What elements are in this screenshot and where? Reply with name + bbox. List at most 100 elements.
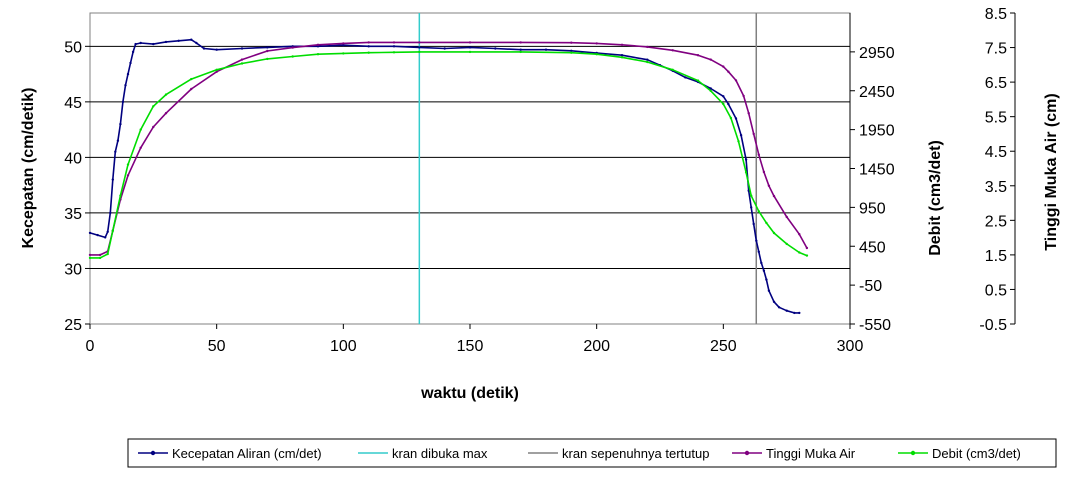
legend: Kecepatan Aliran (cm/det) kran dibuka max… (127, 438, 1057, 468)
series-1-point (418, 46, 421, 49)
series-3-point (152, 105, 155, 108)
series-3-point (765, 221, 768, 225)
x-tick-label-300: 300 (837, 338, 864, 355)
y2-tick-label-2950: 2950 (859, 45, 895, 62)
series-1-point (126, 72, 130, 76)
series-2-point (709, 58, 712, 61)
y2-axis-title: Debit (cm3/det) (927, 140, 944, 256)
series-1-point (777, 306, 781, 309)
y2-tick-label--50: -50 (859, 278, 882, 295)
series-2-point (762, 170, 766, 174)
series-3-point (111, 229, 115, 232)
series-1-point (750, 206, 753, 209)
y2-tick-label-450: 450 (859, 239, 886, 256)
series-2-point (696, 54, 700, 57)
series-3-point (737, 140, 740, 143)
series-1-point (106, 230, 109, 233)
series-3-point (291, 55, 294, 58)
series-1-point (202, 47, 206, 50)
y-tick-label-35: 35 (64, 206, 82, 223)
series-1-point (342, 44, 345, 47)
series-1-point (139, 41, 142, 45)
series-1-point (109, 211, 112, 215)
series-1-point (116, 139, 120, 142)
series-3-point (722, 102, 725, 106)
y3-tick-label-5.5: 5.5 (985, 110, 1007, 127)
y3-tick-label-7.5: 7.5 (985, 41, 1007, 58)
series-1-point (760, 261, 763, 265)
x-axis-title: waktu (detik) (420, 385, 519, 402)
series-1-point (646, 58, 649, 61)
series-1-point (570, 49, 573, 52)
series-3-point (772, 231, 776, 235)
series-2-point (595, 42, 598, 45)
y-axis-title: Kecepatan (cm/detik) (20, 88, 37, 249)
series-3-point (88, 256, 92, 260)
series-1-point (727, 102, 730, 106)
series-1-point (129, 61, 132, 65)
series-2-point (772, 194, 776, 198)
series-3-point (785, 242, 788, 246)
series-3-point (750, 194, 753, 197)
series-3-point (798, 251, 801, 254)
y3-tick-label-8.5: 8.5 (985, 6, 1007, 23)
y3-axis-title: Tinggi Muka Air (cm) (1043, 93, 1060, 250)
series-1-point (762, 269, 766, 272)
series-3-point (342, 52, 345, 55)
series-2-point (646, 45, 649, 49)
legend-label-4: Tinggi Muka Air (766, 446, 856, 461)
series-1-point (367, 45, 370, 48)
series-2-point (752, 132, 755, 136)
series-1-point (620, 54, 624, 57)
y-tick-label-25: 25 (64, 317, 82, 334)
y2-tick-label-1950: 1950 (859, 123, 895, 140)
series-1-point (734, 117, 738, 120)
y-tick-label-40: 40 (64, 150, 82, 167)
series-3-point (126, 163, 130, 166)
series-2-point (190, 87, 193, 91)
series-3-point (468, 50, 472, 54)
x-tick-label-100: 100 (330, 338, 357, 355)
series-1-point (765, 278, 768, 281)
series-3-point (190, 77, 193, 81)
series-1-point (793, 311, 796, 315)
series-3-point (709, 89, 712, 93)
series-line-1 (89, 38, 800, 314)
series-3-point (119, 194, 122, 197)
series-3-point (757, 210, 760, 213)
series-3-point (519, 50, 522, 54)
series-1-point (215, 48, 218, 51)
series-1-point (443, 47, 446, 50)
series-1-point (785, 309, 788, 312)
y3-tick-label-2.5: 2.5 (985, 213, 1007, 230)
series-2-point (742, 94, 745, 98)
series-2-point (215, 70, 218, 73)
series-1-point (164, 40, 168, 44)
series-2-point (727, 70, 730, 73)
series-3-point (696, 79, 700, 82)
series-1-point (96, 233, 99, 237)
series-1-point (684, 76, 687, 79)
series-1-point (124, 84, 127, 87)
series-2-point (570, 41, 573, 44)
series-1-point (119, 122, 122, 126)
y2-tick-label--550: -550 (859, 317, 891, 334)
y2-tick-label-950: 950 (859, 200, 886, 217)
series-3-point (106, 252, 109, 256)
series-3-point (98, 256, 102, 260)
series-2-point (757, 153, 760, 156)
series-3-point (620, 56, 624, 59)
legend-marker-1 (150, 450, 156, 456)
series-1-point (494, 47, 497, 50)
y3-tick-label-6.5: 6.5 (985, 75, 1007, 92)
series-1-point (772, 300, 776, 303)
series-3-point (139, 128, 142, 131)
series-2-point (734, 79, 738, 82)
series-1-point (134, 42, 137, 46)
series-3-point (671, 68, 674, 72)
series-2-point (342, 42, 345, 45)
x-tick-label-50: 50 (208, 338, 226, 355)
series-2-point (291, 46, 294, 49)
series-3-point (266, 57, 269, 61)
